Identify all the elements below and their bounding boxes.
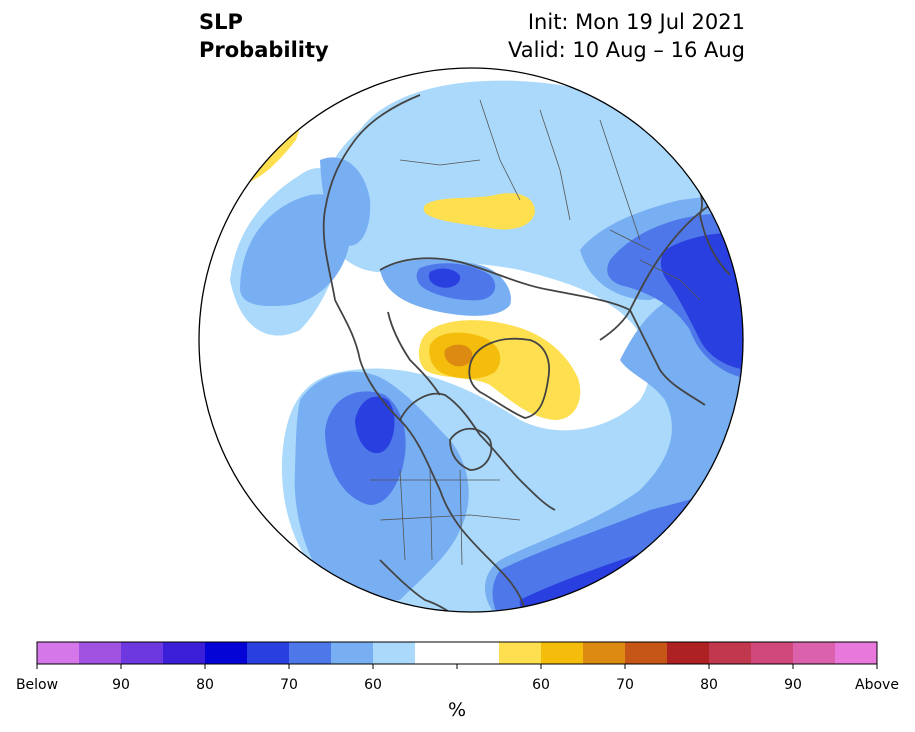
colorbar-units: % [448, 699, 466, 721]
colorbar-ticks: Below 90 80 70 60 60 70 80 90 Above [16, 664, 899, 693]
colorbar-cell [121, 642, 164, 664]
colorbar-tick-label: 60 [364, 677, 382, 693]
colorbar-cell [541, 642, 584, 664]
colorbar-cell [205, 642, 248, 664]
title-product: Probability [199, 38, 329, 62]
colorbar-tick-label: 70 [280, 677, 298, 693]
coastlines [322, 94, 731, 612]
map-dates: Init: Mon 19 Jul 2021 Valid: 10 Aug – 16… [508, 8, 745, 64]
colorbar-cells [37, 642, 878, 664]
globe-outline [198, 67, 744, 613]
colorbar-cell [79, 642, 122, 664]
colorbar-cell [37, 642, 80, 664]
colorbar-tick-label: Below [16, 677, 58, 693]
colorbar-cell [499, 642, 542, 664]
colorbar-tick-label: 90 [784, 677, 802, 693]
colorbar-cell [793, 642, 836, 664]
colorbar-tick-label: 90 [112, 677, 130, 693]
colorbar-cell [331, 642, 374, 664]
colorbar-cell [247, 642, 290, 664]
above-70-region [444, 344, 473, 367]
colorbar-tick-label: 70 [616, 677, 634, 693]
colorbar-tick-label: 60 [532, 677, 550, 693]
colorbar-cell [625, 642, 668, 664]
colorbar-cell [751, 642, 794, 664]
political-borders [370, 99, 701, 566]
colorbar-tick-label: 80 [700, 677, 718, 693]
colorbar-tick-label: 80 [196, 677, 214, 693]
colorbar-cell [835, 642, 878, 664]
colorbar-cell [163, 642, 206, 664]
colorbar-cell [373, 642, 416, 664]
colorbar-tick-label: Above [855, 677, 899, 693]
colorbar-cell [415, 642, 458, 664]
colorbar-cell [457, 642, 500, 664]
title-variable: SLP [199, 10, 243, 34]
colorbar-cell [583, 642, 626, 664]
valid-range: Valid: 10 Aug – 16 Aug [507, 38, 745, 62]
colorbar-cell [709, 642, 752, 664]
init-date: Init: Mon 19 Jul 2021 [527, 10, 745, 34]
map-title: SLP Probability [199, 8, 329, 64]
colorbar-cell [667, 642, 710, 664]
polar-probability-map [198, 67, 744, 613]
colorbar-cell [289, 642, 332, 664]
